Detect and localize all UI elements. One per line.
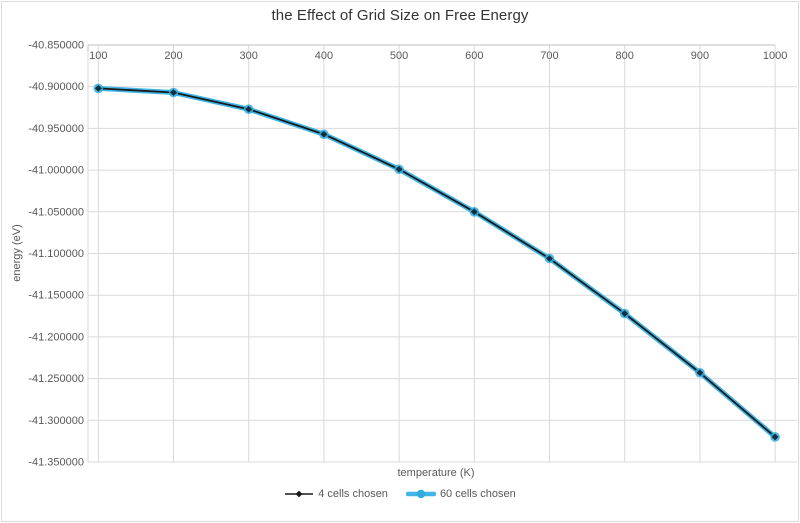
x-tick-label: 700 (540, 50, 558, 62)
y-tick-label: -41.050000 (28, 206, 84, 218)
marker-4-cells (546, 255, 553, 262)
x-tick-label: 900 (691, 50, 709, 62)
marker-4-cells (771, 433, 779, 441)
marker-4-cells (696, 369, 704, 377)
series-line-4-cells (98, 87, 776, 438)
y-tick-label: -41.200000 (28, 331, 84, 343)
marker-4-cells (320, 130, 328, 138)
legend: 4 cells chosen 60 cells chosen (0, 488, 800, 500)
series-line-60-cells (95, 85, 778, 440)
legend-item-60-cells: 60 cells chosen (405, 488, 516, 500)
y-tick-label: -40.850000 (28, 40, 84, 52)
legend-label-60-cells: 60 cells chosen (439, 488, 516, 500)
legend-item-4-cells: 4 cells chosen (284, 488, 388, 500)
x-tick-label: 1000 (763, 50, 787, 62)
legend-label-4-cells: 4 cells chosen (318, 488, 388, 500)
marker-4-cells (245, 105, 253, 113)
y-tick-label: -41.300000 (28, 415, 84, 427)
chart-title: the Effect of Grid Size on Free Energy (271, 7, 529, 24)
y-tick-label: -41.000000 (28, 165, 84, 177)
x-tick-label: 100 (89, 50, 107, 62)
x-tick-label: 500 (390, 50, 408, 62)
marker-4-cells (621, 310, 629, 317)
marker-4-cells (94, 84, 102, 92)
marker-4-cells (395, 165, 403, 173)
y-tick-label: -41.350000 (28, 457, 84, 469)
legend-swatch-60-cells-icon (405, 489, 436, 499)
x-tick-label: 600 (465, 50, 483, 62)
marker-4-cells (170, 89, 177, 96)
y-tick-label: -41.100000 (28, 248, 84, 260)
y-tick-label: -41.150000 (28, 290, 84, 302)
x-axis-title: temperature (K) (397, 467, 475, 479)
marker-4-cells (470, 208, 478, 216)
x-tick-label: 800 (616, 50, 634, 62)
y-tick-label: -41.250000 (28, 373, 84, 385)
x-tick-label: 200 (164, 50, 182, 62)
x-tick-label: 300 (240, 50, 258, 62)
y-tick-label: -40.900000 (28, 81, 84, 93)
legend-swatch-4-cells-icon (285, 490, 314, 498)
y-tick-label: -40.950000 (28, 123, 84, 135)
x-tick-label: 400 (315, 50, 333, 62)
